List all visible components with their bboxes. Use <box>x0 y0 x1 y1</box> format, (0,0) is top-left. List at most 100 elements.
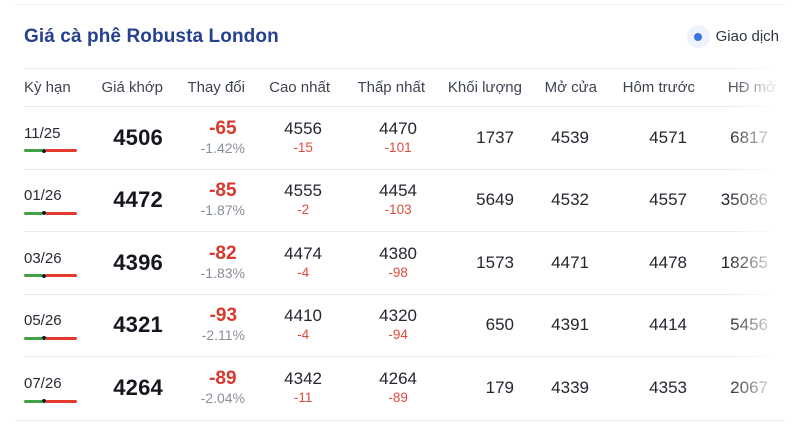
low-value: 4454 <box>379 181 417 201</box>
low-cell: 4470 -101 <box>330 119 425 157</box>
low-cell: 4264 -89 <box>330 369 425 407</box>
trend-sparkline-icon <box>24 399 77 404</box>
page-title: Giá cà phê Robusta London <box>24 25 279 47</box>
high-change: -15 <box>293 139 313 155</box>
high-cell: 4556 -15 <box>245 119 330 157</box>
spark-green-segment <box>24 211 42 215</box>
table-header-row: Kỳ hạn Giá khớp Thay đổi Cao nhất Thấp n… <box>24 68 776 107</box>
high-change: -2 <box>297 202 310 218</box>
high-value: 4474 <box>284 243 322 263</box>
term-cell: 01/26 <box>24 185 80 216</box>
col-header-price: Giá khớp <box>101 79 163 96</box>
open-cell: 4471 <box>551 252 589 272</box>
open-interest-cell: 6817 <box>730 127 768 147</box>
change-percent: -1.83% <box>200 264 245 281</box>
change-percent: -2.04% <box>200 390 245 407</box>
term-cell: 11/25 <box>24 123 80 153</box>
spark-red-segment <box>46 211 77 215</box>
spark-green-segment <box>24 399 42 403</box>
term-label: 05/26 <box>24 312 62 330</box>
low-change: -94 <box>388 327 408 343</box>
low-value: 4264 <box>379 369 417 389</box>
change-cell: -85 -1.87% <box>163 180 245 220</box>
low-change: -101 <box>384 139 412 155</box>
prev-close-cell: 4557 <box>649 190 687 210</box>
term-cell: 03/26 <box>24 248 80 278</box>
trend-sparkline-icon <box>24 211 77 216</box>
col-header-prev-close: Hôm trước <box>622 79 695 96</box>
col-header-open: Mở cửa <box>544 79 597 96</box>
change-value: -85 <box>209 180 237 202</box>
change-value: -93 <box>209 305 238 327</box>
open-interest-cell: 5456 <box>730 315 768 335</box>
price-cell: 4264 <box>113 375 163 401</box>
coffee-price-widget: Giá cà phê Robusta London Giao dịch Kỳ h… <box>15 4 785 421</box>
high-cell: 4342 -11 <box>245 369 330 407</box>
spark-dot <box>42 211 46 216</box>
spark-red-segment <box>46 399 77 403</box>
low-cell: 4380 -98 <box>330 244 425 282</box>
price-table-scroll[interactable]: Kỳ hạn Giá khớp Thay đổi Cao nhất Thấp n… <box>24 68 776 420</box>
table-row: 07/26 4264 -89 -2.04% 4342 -11 <box>24 357 776 420</box>
term-cell: 05/26 <box>24 310 80 341</box>
table-row: 05/26 4321 -93 -2.11% 4410 -4 <box>24 295 776 357</box>
high-cell: 4555 -2 <box>245 181 330 219</box>
prev-close-cell: 4414 <box>649 315 687 335</box>
trend-sparkline-icon <box>24 273 77 278</box>
spark-dot <box>42 148 46 153</box>
change-cell: -82 -1.83% <box>163 243 245 283</box>
open-cell: 4391 <box>551 315 589 335</box>
high-change: -4 <box>297 327 310 343</box>
trend-sparkline-icon <box>24 336 77 341</box>
change-percent: -1.42% <box>200 139 245 156</box>
spark-green-segment <box>24 274 42 278</box>
prev-close-cell: 4478 <box>649 252 687 272</box>
spark-green-segment <box>24 149 42 153</box>
change-cell: -65 -1.42% <box>163 118 245 158</box>
open-interest-cell: 18265 <box>720 252 768 272</box>
low-change: -103 <box>384 202 412 218</box>
col-header-open-interest: HĐ mở <box>727 79 776 96</box>
open-interest-cell: 35086 <box>720 190 768 210</box>
change-value: -82 <box>209 242 237 264</box>
col-header-change: Thay đổi <box>187 79 245 96</box>
volume-cell: 1737 <box>476 127 514 147</box>
table-bottom-divider <box>15 419 785 421</box>
term-label: 07/26 <box>24 375 62 393</box>
low-change: -89 <box>388 390 408 406</box>
low-value: 4380 <box>379 243 417 263</box>
low-value: 4470 <box>379 118 417 138</box>
spark-red-segment <box>46 274 77 278</box>
trend-sparkline-icon <box>24 148 77 153</box>
prev-close-cell: 4353 <box>649 378 687 398</box>
high-value: 4556 <box>284 118 322 138</box>
term-cell: 07/26 <box>24 373 80 404</box>
status-dot-icon <box>694 32 703 41</box>
high-value: 4342 <box>284 369 322 389</box>
term-label: 11/25 <box>24 124 61 142</box>
table-row: 03/26 4396 -82 -1.83% 4474 -4 <box>24 232 776 295</box>
high-change: -11 <box>293 390 313 406</box>
widget-titlebar: Giá cà phê Robusta London Giao dịch <box>15 5 785 68</box>
volume-cell: 1573 <box>476 252 514 272</box>
prev-close-cell: 4571 <box>649 127 687 147</box>
spark-red-segment <box>46 149 77 153</box>
status-label: Giao dịch <box>715 28 779 45</box>
low-change: -98 <box>388 264 408 280</box>
low-value: 4320 <box>379 306 417 326</box>
table-row: 01/26 4472 -85 -1.87% 4555 -2 <box>24 170 776 232</box>
volume-cell: 5649 <box>476 190 514 210</box>
open-cell: 4339 <box>551 378 589 398</box>
spark-dot <box>42 273 46 278</box>
change-percent: -2.11% <box>201 327 245 344</box>
spark-dot <box>42 336 46 341</box>
open-cell: 4532 <box>551 190 589 210</box>
low-cell: 4454 -103 <box>330 181 425 219</box>
open-cell: 4539 <box>551 127 589 147</box>
change-cell: -93 -2.11% <box>163 305 245 345</box>
high-value: 4410 <box>284 306 322 326</box>
change-value: -65 <box>209 117 237 139</box>
price-cell: 4506 <box>113 124 163 150</box>
change-percent: -1.87% <box>200 202 245 219</box>
change-value: -89 <box>209 368 237 390</box>
